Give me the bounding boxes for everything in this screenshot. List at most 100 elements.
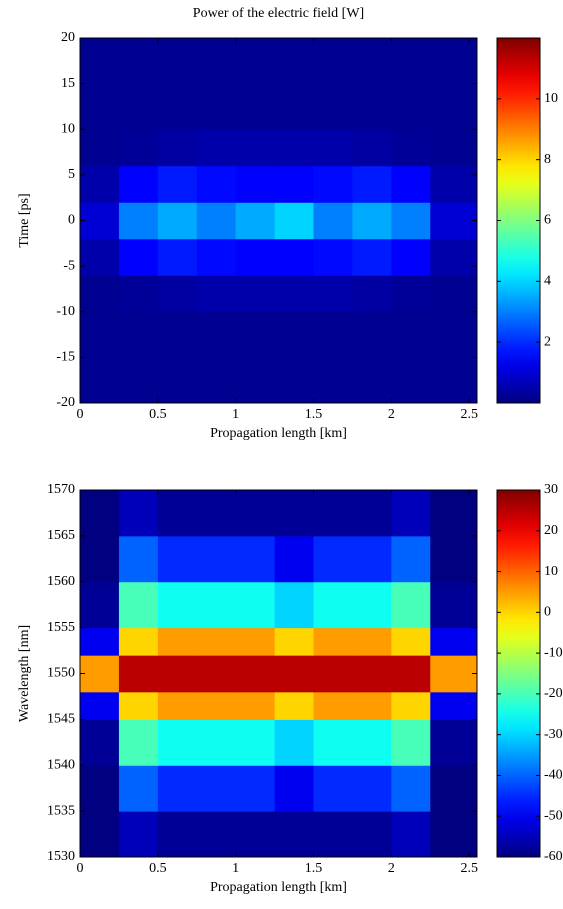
x-tick-label: 1 xyxy=(232,407,239,422)
heat-cell xyxy=(80,627,120,656)
heat-cell xyxy=(196,311,237,404)
heat-cell xyxy=(391,165,431,203)
colorbar-tick-label: 6 xyxy=(544,213,551,228)
heat-cell xyxy=(118,238,159,276)
heat-cell xyxy=(118,765,159,812)
heat-cell xyxy=(118,691,159,720)
heat-cell xyxy=(391,719,431,766)
heat-cell xyxy=(430,811,478,858)
heat-cell xyxy=(118,129,159,167)
heat-cell xyxy=(313,275,353,313)
y-tick-label: 5 xyxy=(68,167,75,182)
heat-cell xyxy=(391,655,431,693)
heat-cell xyxy=(274,655,315,693)
heat-cell xyxy=(235,765,276,812)
heat-cell xyxy=(391,275,431,313)
colorbar-tick-label: -30 xyxy=(544,727,563,742)
heat-cell xyxy=(80,238,120,276)
heat-cell xyxy=(430,627,478,656)
y-tick-label: 1545 xyxy=(47,712,75,727)
heat-cell xyxy=(118,535,159,583)
x-tick-label: 0.5 xyxy=(149,407,167,422)
heat-cell xyxy=(196,811,237,858)
heat-cell xyxy=(352,719,392,766)
heat-cell xyxy=(196,535,237,583)
heat-cell xyxy=(430,490,478,537)
heat-cell xyxy=(352,238,392,276)
heat-cell xyxy=(235,581,276,629)
heat-cell xyxy=(313,238,353,276)
x-tick-label: 2 xyxy=(388,861,395,876)
x-axis-label: Propagation length [km] xyxy=(210,880,347,895)
x-tick-label: 2.5 xyxy=(460,407,478,422)
heat-cell xyxy=(391,311,431,404)
y-tick-label: 10 xyxy=(61,121,75,136)
heat-cell xyxy=(157,765,198,812)
colorbar-tick-label: 8 xyxy=(544,152,551,167)
colorbar-tick-label: -20 xyxy=(544,686,563,701)
heat-cell xyxy=(274,765,315,812)
heat-cell xyxy=(235,719,276,766)
heat-cell xyxy=(352,811,392,858)
heat-cell xyxy=(157,311,198,404)
heat-cell xyxy=(391,238,431,276)
heat-cell xyxy=(118,627,159,656)
heat-cell xyxy=(157,691,198,720)
heat-cell xyxy=(118,490,159,537)
heat-cell xyxy=(391,627,431,656)
chart-title: Power of the electric field [W] xyxy=(193,6,364,21)
heat-cell xyxy=(430,38,478,130)
y-tick-label: 1570 xyxy=(47,482,75,497)
heat-cell xyxy=(430,238,478,276)
heat-cell xyxy=(196,490,237,537)
heat-cell xyxy=(313,811,353,858)
heat-cell xyxy=(352,655,392,693)
heat-cell xyxy=(313,129,353,167)
y-tick-label: 1530 xyxy=(47,849,75,864)
heat-cell xyxy=(391,765,431,812)
heat-cell xyxy=(430,765,478,812)
heat-cell xyxy=(80,811,120,858)
heat-cell xyxy=(157,719,198,766)
y-axis-label: Wavelength [nm] xyxy=(17,625,32,722)
y-tick-label: 1560 xyxy=(47,574,75,589)
heat-cell xyxy=(80,490,120,537)
heat-cell xyxy=(80,765,120,812)
heat-cell xyxy=(235,535,276,583)
heat-cell xyxy=(118,811,159,858)
heat-cell xyxy=(430,129,478,167)
heat-cell xyxy=(274,311,315,404)
colorbar-tick-label: -40 xyxy=(544,768,563,783)
heat-cell xyxy=(352,490,392,537)
heat-cell xyxy=(352,38,392,130)
heat-cell xyxy=(196,165,237,203)
heat-cell xyxy=(118,165,159,203)
heat-cell xyxy=(352,535,392,583)
heat-cell xyxy=(313,38,353,130)
heat-cell xyxy=(196,627,237,656)
heat-cell xyxy=(274,581,315,629)
heat-cell xyxy=(352,691,392,720)
heat-cell xyxy=(118,275,159,313)
colorbar-tick-label: 10 xyxy=(544,91,558,106)
heat-cell xyxy=(352,275,392,313)
heat-cell xyxy=(80,655,120,693)
heat-cell xyxy=(80,165,120,203)
heat-cell xyxy=(80,535,120,583)
heat-cell xyxy=(235,275,276,313)
y-tick-label: 1535 xyxy=(47,803,75,818)
heat-cell xyxy=(157,811,198,858)
heat-cell xyxy=(352,129,392,167)
heat-cell xyxy=(235,627,276,656)
y-axis-label: Time [ps] xyxy=(17,193,32,247)
heat-cell xyxy=(313,535,353,583)
y-tick-label: -10 xyxy=(56,304,75,319)
heat-cell xyxy=(235,202,276,240)
heat-cell xyxy=(80,719,120,766)
heat-cell xyxy=(235,38,276,130)
heat-cell xyxy=(235,655,276,693)
heat-cell xyxy=(196,691,237,720)
heat-cell xyxy=(313,719,353,766)
heat-cell xyxy=(313,202,353,240)
heat-cell xyxy=(80,275,120,313)
